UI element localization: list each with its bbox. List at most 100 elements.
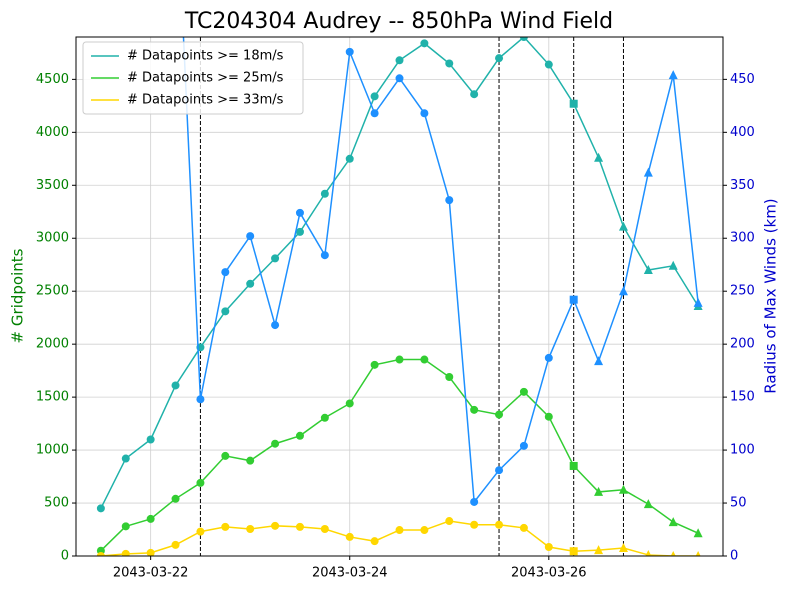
marker — [345, 399, 354, 408]
marker — [544, 60, 553, 69]
marker — [519, 523, 528, 532]
y-tick-label: 3000 — [36, 231, 69, 246]
marker — [271, 254, 280, 263]
marker — [196, 478, 205, 487]
marker — [271, 321, 280, 330]
series-line — [182, 37, 699, 504]
marker — [569, 461, 578, 470]
marker — [594, 356, 604, 366]
marker — [445, 517, 454, 526]
marker — [618, 221, 628, 231]
y-tick-label: 3500 — [36, 178, 69, 193]
marker — [171, 381, 180, 390]
marker — [618, 286, 628, 296]
marker — [221, 268, 230, 277]
y-axis-label: # Gridpoints — [9, 248, 27, 343]
marker — [146, 435, 155, 444]
legend-label: # Datapoints >= 18m/s — [127, 49, 284, 64]
marker — [618, 543, 628, 553]
marker — [668, 260, 678, 270]
marker — [121, 522, 130, 531]
marker — [445, 196, 454, 205]
marker — [643, 265, 653, 275]
marker — [519, 387, 528, 396]
marker — [320, 189, 329, 198]
x-tick-label: 2043-03-22 — [113, 566, 189, 581]
marker — [445, 372, 454, 381]
marker — [395, 526, 404, 535]
marker — [594, 486, 604, 496]
x-tick-label: 2043-03-24 — [312, 566, 388, 581]
marker — [246, 524, 255, 533]
marker — [693, 297, 703, 307]
marker — [594, 545, 604, 555]
marker — [171, 540, 180, 549]
marker — [221, 522, 230, 531]
marker — [519, 441, 528, 450]
marker — [196, 527, 205, 536]
marker — [544, 353, 553, 362]
plot-frame — [75, 36, 724, 557]
marker — [420, 39, 429, 48]
marker — [544, 412, 553, 421]
marker — [271, 521, 280, 530]
y2-tick-label: 0 — [730, 549, 738, 564]
marker — [246, 232, 255, 241]
marker — [693, 528, 703, 538]
marker — [670, 551, 676, 556]
marker — [320, 524, 329, 533]
marker — [96, 552, 105, 556]
y2-tick-label: 100 — [730, 443, 755, 458]
chart-title: TC204304 Audrey -- 850hPa Wind Field — [184, 9, 613, 34]
y2-tick-label: 200 — [730, 337, 755, 352]
y2-axis-label: Radius of Max Winds (km) — [762, 198, 780, 393]
marker — [544, 542, 553, 551]
marker — [495, 54, 504, 63]
y2-tick-label: 150 — [730, 390, 755, 405]
marker — [121, 454, 130, 463]
marker — [295, 431, 304, 440]
legend-box — [82, 41, 304, 115]
y2-tick-label: 450 — [730, 72, 755, 87]
marker — [668, 70, 678, 80]
marker — [569, 547, 578, 556]
marker — [470, 520, 479, 529]
marker — [569, 295, 578, 304]
marker — [420, 355, 429, 364]
marker — [569, 99, 578, 108]
marker — [171, 494, 180, 503]
marker — [470, 90, 479, 99]
y2-tick-label: 50 — [730, 496, 747, 511]
marker — [295, 522, 304, 531]
marker — [470, 405, 479, 414]
marker — [121, 549, 130, 556]
marker — [320, 251, 329, 260]
y-tick-label: 1000 — [36, 443, 69, 458]
marker — [495, 520, 504, 529]
y2-tick-label: 400 — [730, 125, 755, 140]
marker — [246, 456, 255, 465]
marker — [594, 152, 604, 162]
marker — [420, 109, 429, 118]
marker — [146, 514, 155, 523]
y2-tick-label: 300 — [730, 231, 755, 246]
y-tick-label: 2000 — [36, 337, 69, 352]
marker — [96, 504, 105, 513]
series-line — [100, 358, 699, 552]
marker — [470, 497, 479, 506]
marker — [668, 517, 678, 527]
marker — [146, 548, 155, 556]
y-tick-label: 500 — [44, 496, 69, 511]
legend-label: # Datapoints >= 25m/s — [127, 71, 284, 86]
marker — [345, 532, 354, 541]
marker — [370, 537, 379, 546]
marker — [519, 37, 528, 41]
marker — [420, 526, 429, 535]
marker — [395, 74, 404, 83]
marker — [320, 413, 329, 422]
marker — [695, 551, 701, 556]
marker — [643, 499, 653, 509]
plot-area — [96, 37, 703, 556]
marker — [246, 279, 255, 288]
